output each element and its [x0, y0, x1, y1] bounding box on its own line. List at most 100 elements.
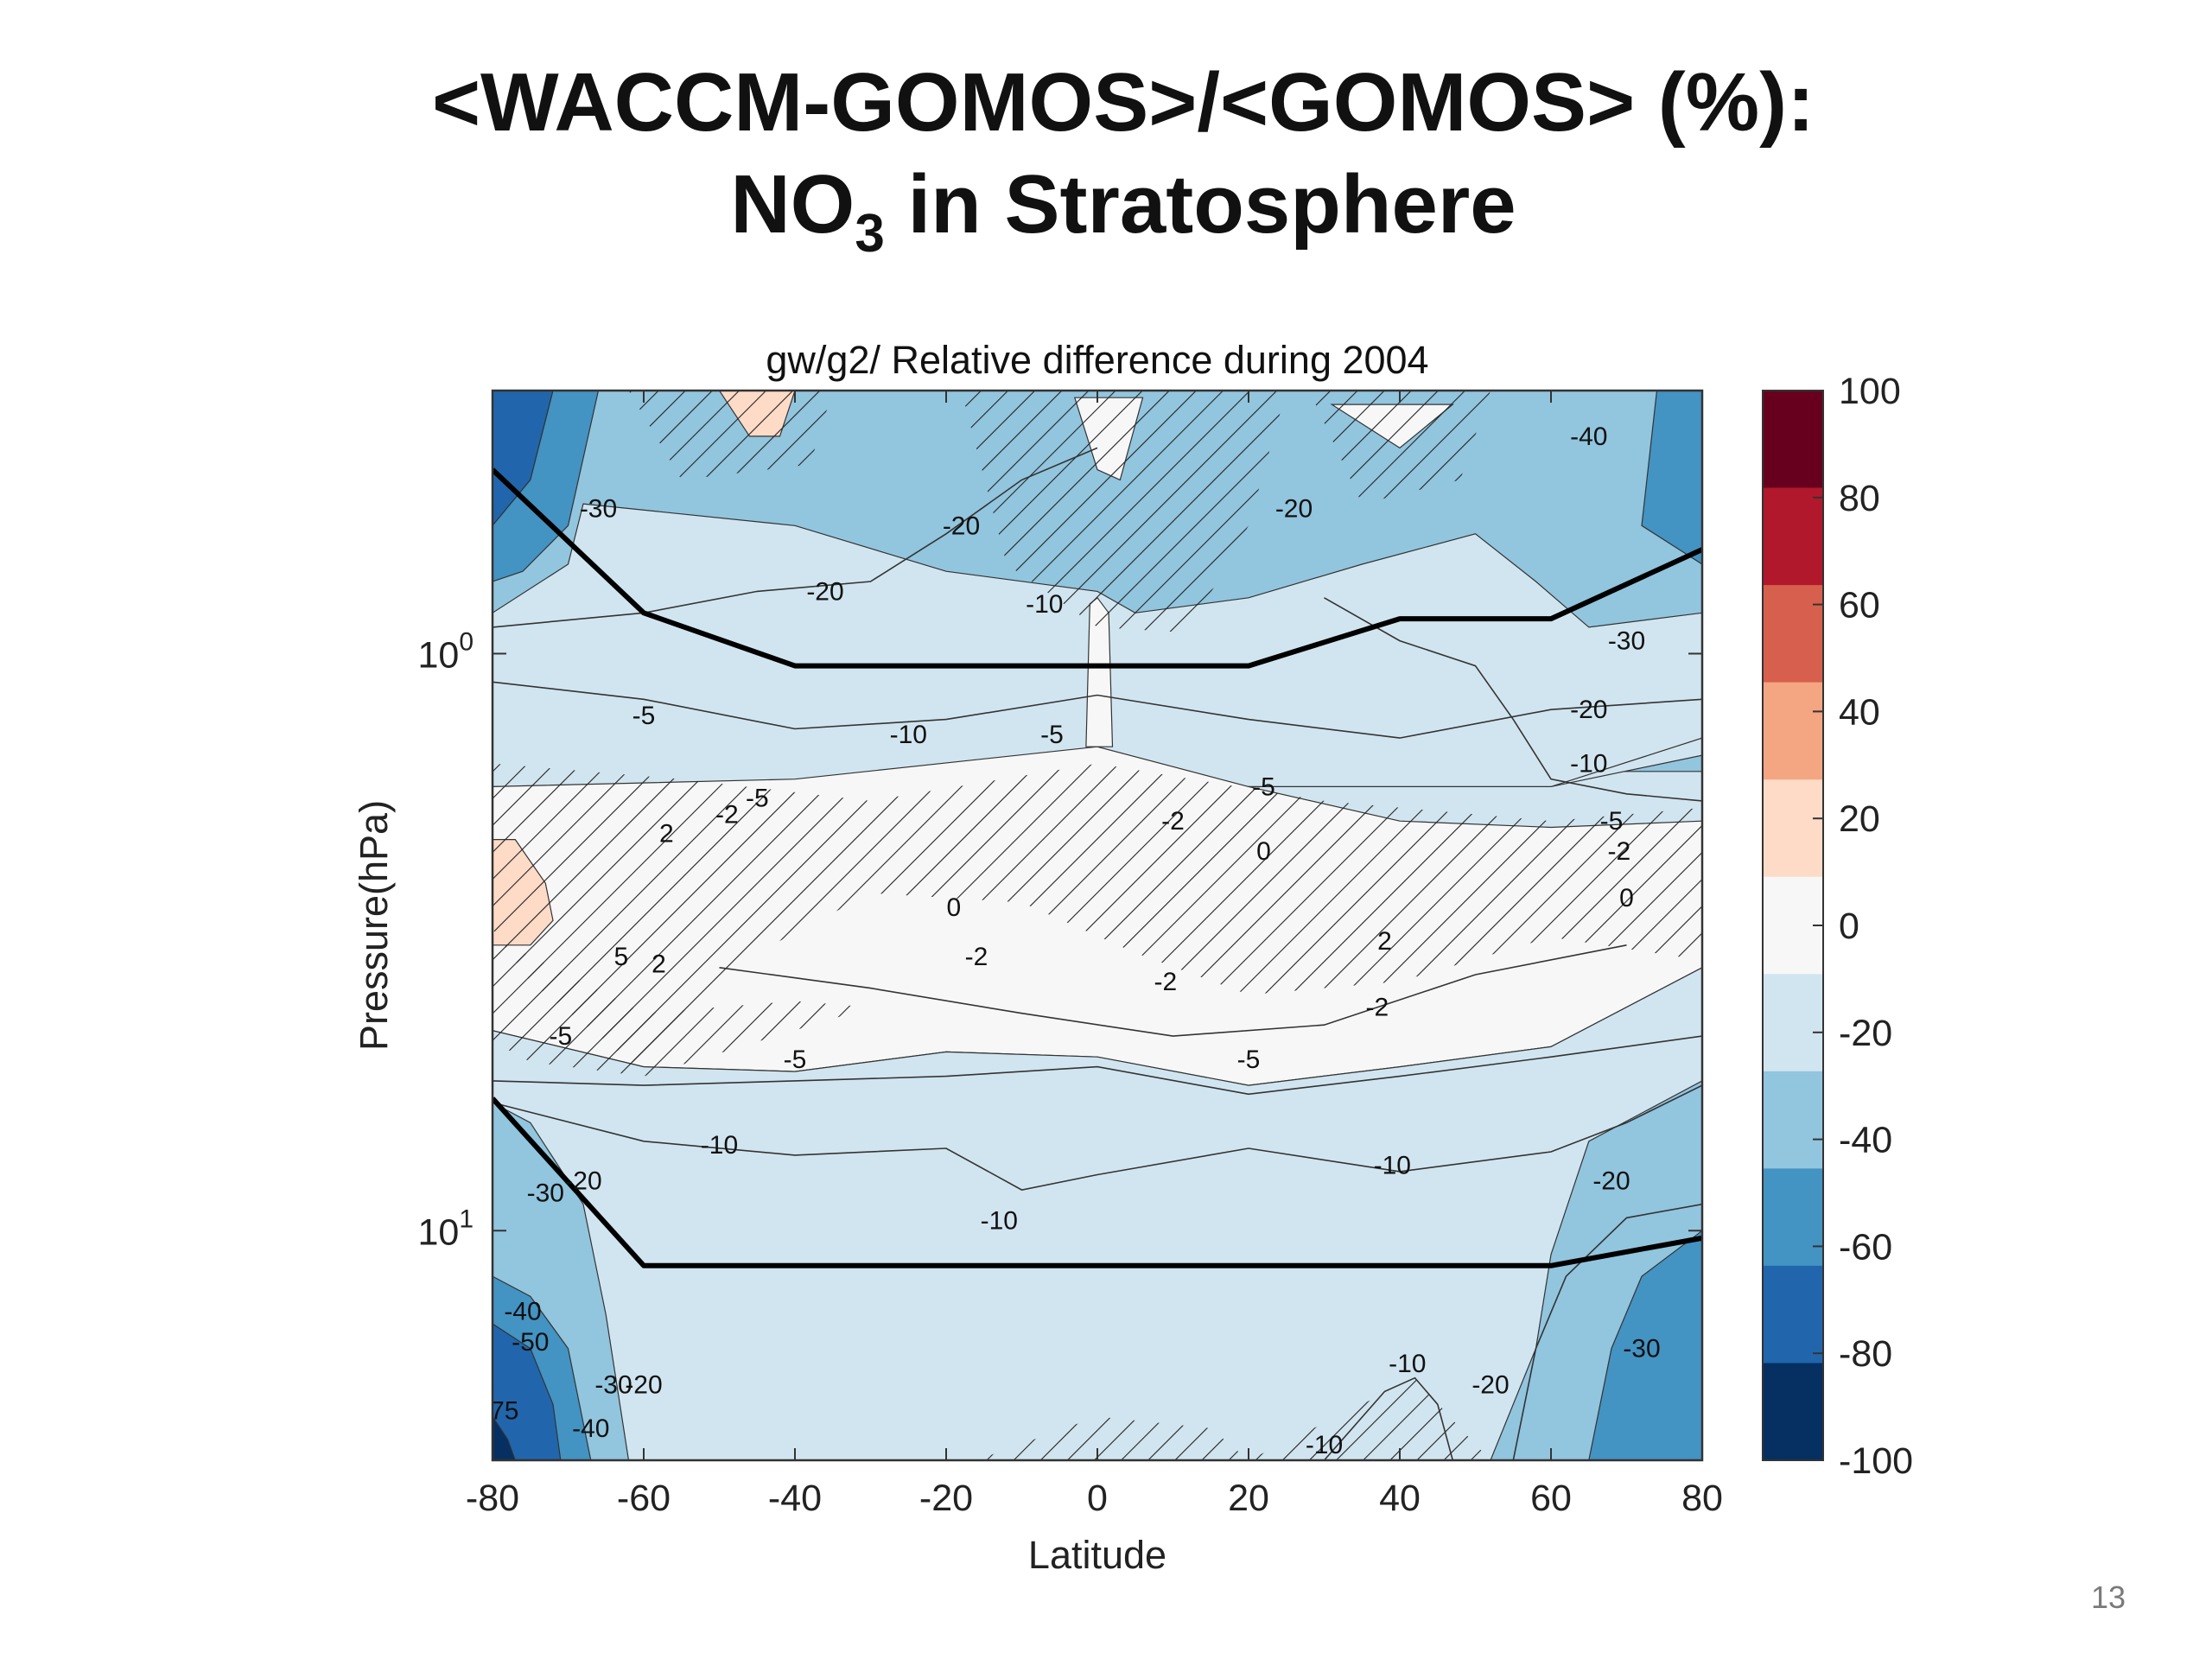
contour-label: -75 — [481, 1396, 518, 1425]
contour-label: 0 — [1256, 837, 1271, 866]
contour-label: -2 — [715, 801, 739, 830]
contour-label: -40 — [572, 1414, 609, 1443]
contour-label: -20 — [943, 512, 980, 540]
colorbar-label: -40 — [1839, 1120, 1892, 1161]
title-formula: NO — [730, 158, 855, 251]
colorbar-label: -80 — [1839, 1333, 1892, 1375]
c-m10-upper — [493, 681, 1702, 739]
hatch-middle — [493, 763, 1702, 1072]
contour-label: -30 — [580, 494, 617, 523]
contour-label: -2 — [1154, 968, 1177, 996]
region-left-darkest-blue — [493, 1415, 516, 1460]
colorbar-label: -100 — [1839, 1440, 1913, 1482]
c-m20-right — [1324, 597, 1702, 802]
contour-label: -5 — [632, 702, 656, 730]
colorbar: 100 80 60 40 20 0 -20 -40 -60 -80 -100 — [1762, 371, 1913, 1482]
contour-label: -30 — [527, 1179, 564, 1208]
contour-label: -20 — [1592, 1167, 1630, 1196]
contour-label: -40 — [1570, 423, 1607, 451]
region-top-left-mid — [493, 391, 600, 582]
colorbar-label: 100 — [1839, 371, 1901, 412]
y-tick-label: 100 — [417, 627, 474, 676]
contour-label: -5 — [1252, 772, 1275, 801]
colorbar-label: 20 — [1839, 798, 1880, 840]
colorbar-swatch — [1763, 682, 1823, 780]
tropopause-lines — [493, 467, 1702, 1268]
colorbar-swatch — [1763, 1363, 1823, 1461]
colorbar-label: 60 — [1839, 585, 1880, 626]
y-tick-label: 101 — [417, 1205, 474, 1253]
contour-label: 0 — [946, 893, 961, 922]
contour-label: 2 — [659, 820, 674, 849]
colorbar-label: 0 — [1839, 906, 1859, 947]
colorbar-swatch — [1763, 391, 1823, 489]
contour-label: -30 — [1623, 1335, 1660, 1363]
upper-tropopause — [493, 467, 1702, 669]
hatch-bottom — [976, 1416, 1249, 1460]
contour-label: -10 — [1374, 1152, 1411, 1180]
plot-area: -30-20-20-10-20-40-30-20-10 -5-10-5-2 -5-2… — [481, 391, 1702, 1460]
c-m20-lower-right — [1512, 1203, 1702, 1460]
contour-label: 5 — [613, 943, 628, 971]
x-tick-label: -60 — [617, 1478, 671, 1519]
colorbar-label: 40 — [1839, 691, 1880, 733]
contour-labels: -30-20-20-10-20-40-30-20-10 -5-10-5-2 -5-2… — [481, 423, 1661, 1459]
region-right-upper-blue — [1641, 391, 1702, 565]
lower-tropopause — [493, 1096, 1702, 1268]
title-subscript: 3 — [855, 204, 885, 264]
contour-label: -5 — [746, 785, 769, 813]
contour-label: -5 — [1600, 807, 1624, 836]
c-m10-lower — [493, 1084, 1702, 1191]
contour-label: -20 — [1570, 696, 1607, 724]
colorbar-swatch — [1763, 585, 1823, 683]
contour-label: -10 — [701, 1131, 738, 1160]
slide-title: <WACCM-GOMOS>/<GOMOS> (%): NO3 in Strato… — [0, 52, 2212, 261]
c-m10-bottom — [1323, 1376, 1454, 1460]
y-tick-exponent: 1 — [459, 1205, 474, 1233]
hatch-top-right — [1309, 391, 1491, 505]
colorbar-swatch — [1763, 1168, 1823, 1267]
contour-label: -20 — [625, 1371, 662, 1400]
x-tick-label: 60 — [1530, 1478, 1572, 1519]
contour-label: 2 — [652, 950, 666, 979]
slide-title-line1: <WACCM-GOMOS>/<GOMOS> (%): — [431, 56, 1815, 149]
contour-label: -40 — [504, 1298, 541, 1326]
hatch-bottom-right — [1249, 1377, 1491, 1460]
title-rest: in Stratosphere — [884, 158, 1516, 251]
x-tick-label: -40 — [768, 1478, 822, 1519]
region-right-blue — [1588, 1230, 1702, 1460]
contour-label: -20 — [1275, 494, 1313, 523]
region-lower-light — [493, 967, 1702, 1460]
contour-label: -5 — [1040, 721, 1064, 749]
page-number: 13 — [2090, 1580, 2126, 1615]
colorbar-swatch — [1763, 1071, 1823, 1169]
contour-label: -2 — [1607, 837, 1630, 866]
x-tick-label: 20 — [1228, 1478, 1269, 1519]
contour-label: -2 — [1161, 807, 1185, 836]
plot-title: gw/g2/ Relative difference during 2004 — [766, 338, 1428, 382]
y-tick-base: 10 — [417, 634, 459, 676]
colorbar-swatch — [1763, 779, 1823, 878]
hatch-top-left — [628, 391, 833, 480]
contour-label: -20 — [806, 577, 843, 606]
contour-label: -10 — [981, 1206, 1018, 1235]
x-axis-title: Latitude — [1028, 1533, 1166, 1577]
contour-label: -10 — [1389, 1350, 1426, 1378]
y-tick-exponent: 0 — [459, 627, 474, 656]
slide-title-line2: NO3 in Stratosphere — [0, 154, 2212, 261]
contour-label: -5 — [549, 1022, 572, 1051]
x-tick-label: 40 — [1379, 1478, 1421, 1519]
c-m5-lower — [493, 1035, 1702, 1096]
hatch-top-center — [961, 391, 1287, 633]
contour-label: -2 — [1365, 994, 1389, 1022]
contour-label: 2 — [1377, 927, 1392, 956]
x-tick-label: -20 — [919, 1478, 973, 1519]
colorbar-label: -20 — [1839, 1013, 1892, 1054]
region-left-dark-blue — [493, 1323, 562, 1460]
x-tick-label: 80 — [1681, 1478, 1723, 1519]
colorbar-swatch — [1763, 1265, 1823, 1363]
c-m2 — [719, 944, 1627, 1037]
contour-label: -20 — [564, 1167, 601, 1196]
